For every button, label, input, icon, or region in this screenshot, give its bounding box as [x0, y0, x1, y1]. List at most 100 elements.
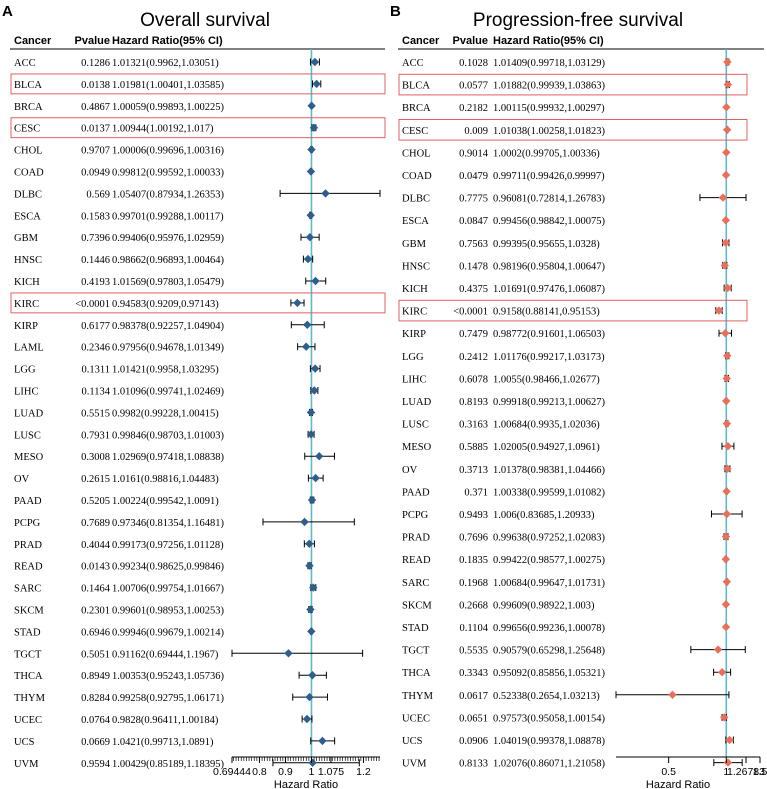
row-hazard-ratio-text: 1.02969(0.97418,1.08838) — [112, 452, 224, 463]
row-pvalue: 0.1968 — [459, 578, 488, 589]
row-pvalue: 0.6177 — [81, 321, 110, 332]
row-hazard-ratio-text: 1.01321(0.9962,1.03051) — [112, 58, 219, 69]
hr-point-skcm — [306, 605, 315, 614]
hr-point-kirp — [721, 329, 730, 338]
row-pvalue: 0.0143 — [81, 562, 110, 573]
row-cancer-label: KIRP — [402, 329, 426, 340]
row-pvalue: 0.5515 — [81, 408, 110, 419]
row-pvalue: 0.4375 — [459, 284, 488, 295]
row-pvalue: 0.2412 — [459, 352, 488, 363]
row-cancer-label: UVM — [402, 759, 427, 770]
row-pvalue: 0.4867 — [81, 102, 110, 113]
row-cancer-label: READ — [402, 555, 431, 566]
row-pvalue: 0.0137 — [81, 124, 110, 135]
row-cancer-label: READ — [14, 562, 43, 573]
row-pvalue: 0.1464 — [81, 584, 111, 595]
hr-point-stad — [721, 622, 731, 632]
hr-point-gbm — [305, 233, 315, 242]
row-cancer-label: LUSC — [14, 430, 41, 441]
hr-point-gbm — [721, 238, 730, 247]
row-cancer-label: PCPG — [402, 510, 429, 521]
row-cancer-label: MESO — [14, 452, 44, 463]
row-pvalue: <0.0001 — [453, 307, 488, 318]
row-cancer-label: BRCA — [14, 102, 43, 113]
hr-point-lusc — [722, 419, 732, 428]
header-pvalue: Pvalue — [75, 35, 110, 47]
x-axis-tick-label: 1.075 — [318, 766, 344, 778]
row-hazard-ratio-text: 1.00059(0.99893,1.00225) — [112, 102, 224, 113]
row-cancer-label: UCEC — [14, 715, 42, 726]
row-cancer-label: DLBC — [14, 189, 42, 200]
row-hazard-ratio-text: 0.98662(0.96893,1.00464) — [112, 255, 224, 266]
row-cancer-label: LAML — [14, 343, 44, 354]
row-hazard-ratio-text: 1.01421(0.9958,1.03295) — [112, 365, 219, 376]
row-pvalue: 0.0577 — [459, 81, 488, 92]
row-pvalue: 0.2615 — [81, 474, 110, 485]
hr-point-thym — [305, 692, 314, 702]
row-hazard-ratio-text: 1.00684(0.99647,1.01731) — [493, 578, 605, 589]
row-hazard-ratio-text: 0.99406(0.95976,1.02959) — [112, 233, 224, 244]
row-cancer-label: LUSC — [402, 420, 429, 431]
row-cancer-label: THYM — [402, 691, 434, 702]
hr-point-ucs — [725, 735, 734, 745]
row-pvalue: 0.8133 — [459, 759, 488, 770]
row-cancer-label: CESC — [402, 126, 428, 137]
hr-point-cesc — [309, 123, 319, 132]
hr-point-ucec — [720, 713, 729, 722]
row-hazard-ratio-text: 1.0055(0.98466,1.02677) — [493, 374, 600, 385]
row-hazard-ratio-text: 0.97346(0.81354,1.16481) — [112, 518, 224, 529]
row-cancer-label: PAAD — [402, 487, 430, 498]
row-hazard-ratio-text: 1.00115(0.99932,1.00297) — [493, 103, 605, 114]
row-hazard-ratio-text: 0.99812(0.99592,1.00033) — [112, 168, 224, 179]
row-hazard-ratio-text: 1.00429(0.85189,1.18395) — [112, 759, 224, 770]
panel-title-pfs: Progression-free survival — [473, 10, 683, 31]
hr-point-lusc — [306, 430, 316, 439]
hr-point-ucs — [318, 736, 327, 746]
row-hazard-ratio-text: 0.98196(0.95804,1.00647) — [493, 261, 605, 272]
hr-point-ov — [311, 473, 320, 483]
x-axis-tick-label: 1.5 — [753, 766, 767, 778]
row-pvalue: 0.2301 — [81, 606, 110, 617]
row-pvalue: 0.9014 — [459, 148, 489, 159]
row-hazard-ratio-text: 1.00224(0.99542,1.0091) — [112, 496, 219, 507]
row-pvalue: 0.0847 — [459, 216, 488, 227]
row-cancer-label: GBM — [14, 233, 39, 244]
row-pvalue: 0.7696 — [459, 533, 488, 544]
row-pvalue: 0.3008 — [81, 452, 110, 463]
row-pvalue: 0.1311 — [82, 365, 111, 376]
hr-point-kich — [723, 283, 732, 293]
row-pvalue: 0.6078 — [459, 374, 488, 385]
row-hazard-ratio-text: 0.91162(0.69444,1.1967) — [112, 649, 219, 660]
row-pvalue: 0.5051 — [81, 649, 110, 660]
x-axis-label-os: Hazard Ratio — [274, 779, 338, 789]
hr-point-lgg — [723, 351, 732, 360]
row-cancer-label: SARC — [402, 578, 429, 589]
row-hazard-ratio-text: 1.0421(0.99713,1.0891) — [112, 737, 214, 748]
header-hazard-ratio: Hazard Ratio(95% CI) — [493, 35, 604, 47]
row-cancer-label: KIRC — [402, 307, 427, 318]
hr-point-tgct — [713, 645, 723, 654]
row-hazard-ratio-text: 0.95092(0.85856,1.05321) — [493, 668, 605, 679]
row-pvalue: 0.5885 — [459, 442, 488, 453]
row-cancer-label: BRCA — [402, 103, 431, 114]
row-pvalue: 0.2668 — [459, 600, 488, 611]
row-cancer-label: PRAD — [14, 540, 42, 551]
hr-point-prad — [305, 539, 314, 548]
row-hazard-ratio-text: 0.99601(0.98953,1.00253) — [112, 606, 224, 617]
row-cancer-label: PCPG — [14, 518, 41, 529]
hr-point-meso — [723, 442, 733, 451]
row-pvalue: 0.3343 — [459, 668, 488, 679]
row-hazard-ratio-text: 0.94583(0.9209,0.97143) — [112, 299, 219, 310]
row-pvalue: 0.1583 — [81, 211, 110, 222]
row-cancer-label: OV — [402, 465, 418, 476]
row-pvalue: 0.8193 — [459, 397, 488, 408]
panel-letter-os: A — [2, 3, 13, 20]
row-hazard-ratio-text: 0.99946(0.99679,1.00214) — [112, 627, 224, 638]
row-hazard-ratio-text: 0.9982(0.99228,1.00415) — [112, 408, 219, 419]
hr-point-thca — [308, 671, 317, 680]
hr-point-chol — [722, 148, 731, 157]
hr-point-lgg — [310, 364, 320, 373]
row-cancer-label: UCS — [402, 736, 423, 747]
row-cancer-label: CHOL — [402, 148, 431, 159]
row-hazard-ratio-text: 0.99258(0.92795,1.06171) — [112, 693, 224, 704]
